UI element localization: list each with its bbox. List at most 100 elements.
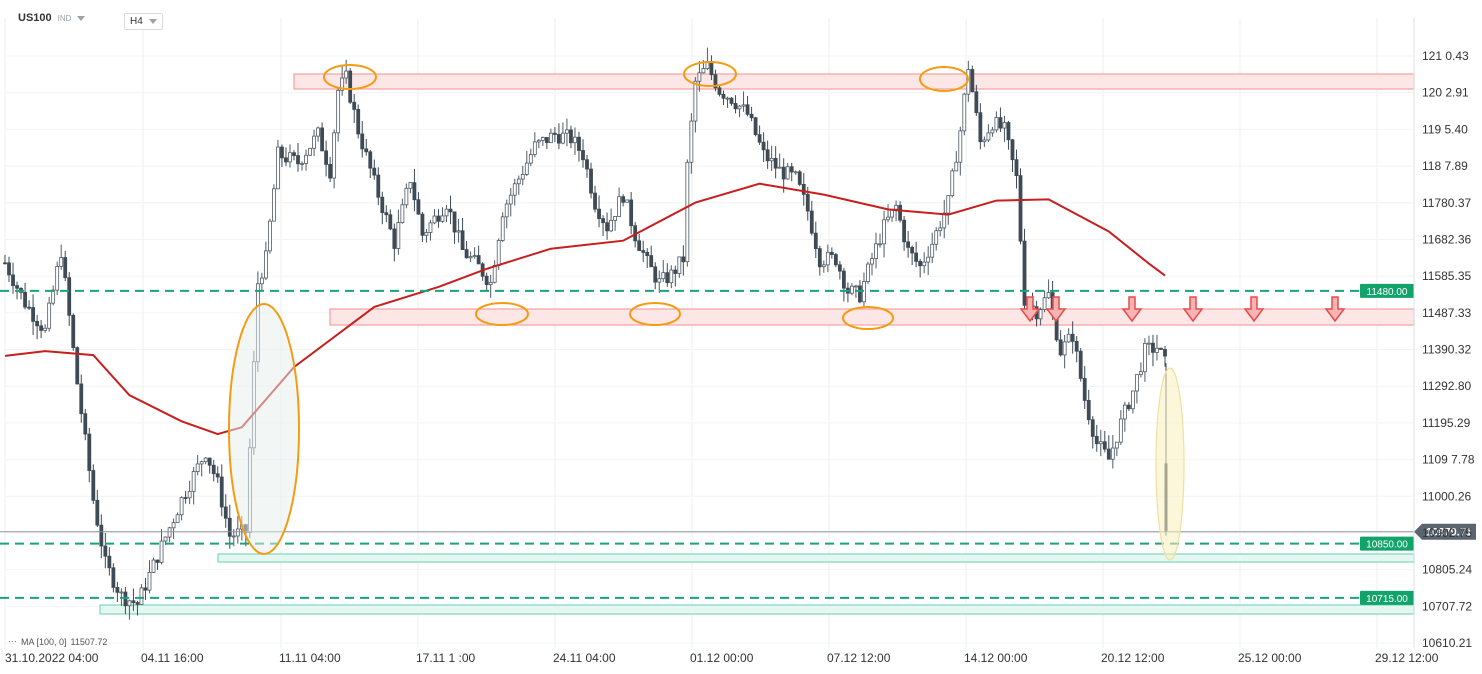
timeframe-select[interactable]: H4: [124, 13, 163, 30]
candle-body: [1118, 418, 1123, 443]
chart-settings-icon[interactable]: ⋯: [8, 636, 17, 646]
annotation-ellipse: [919, 66, 969, 92]
candle-body: [1139, 371, 1143, 376]
level-price-tag: [1360, 536, 1414, 551]
candle-body: [143, 587, 148, 591]
candle-body: [942, 212, 947, 229]
symbol-header[interactable]: US100 IND: [18, 12, 86, 24]
candle-body: [938, 227, 943, 232]
candle-body: [657, 278, 662, 283]
candle-body: [31, 307, 35, 322]
time-tick-label: 17.11 1 :00: [416, 651, 475, 665]
candle-body: [585, 159, 589, 170]
candle-body: [1135, 374, 1139, 392]
candle-body: [223, 506, 228, 519]
candle-body: [1066, 333, 1071, 343]
candle-body: [524, 162, 529, 175]
indicator-legend[interactable]: ⋯ MA [100, 0] 11507.72: [8, 636, 107, 647]
candle-body: [520, 174, 525, 180]
candle-body: [380, 196, 385, 214]
candle-body: [962, 93, 967, 132]
candle-body: [1042, 297, 1047, 310]
candle-body: [625, 199, 630, 203]
time-tick-label: 07.12 12:00: [827, 651, 891, 665]
down-arrow-icon: [1182, 296, 1204, 323]
candle-body: [300, 163, 304, 165]
candle-body: [878, 243, 882, 246]
candle-body: [617, 196, 622, 217]
candle-body: [970, 69, 975, 93]
candle-body: [452, 211, 457, 233]
candle-body: [111, 567, 116, 588]
candle-body: [155, 559, 160, 563]
candle-body: [813, 232, 818, 249]
candle-body: [476, 255, 481, 265]
candle-body: [1062, 341, 1067, 356]
candle-body: [713, 74, 718, 89]
candle-body: [99, 524, 104, 547]
price-tick-label: 119 5.40: [1422, 122, 1468, 136]
candle-body: [797, 171, 802, 185]
candle-body: [1018, 175, 1023, 242]
candle-body: [324, 150, 329, 165]
candle-body: [1086, 400, 1091, 421]
price-tick-label: 11780.37: [1422, 196, 1471, 210]
candle-body: [1046, 292, 1051, 299]
time-tick-label: 24.11 04:00: [553, 651, 616, 665]
candle-body: [292, 152, 296, 156]
candle-body: [151, 559, 156, 573]
candle-body: [697, 72, 702, 82]
candle-body: [757, 134, 762, 143]
candle-body: [396, 222, 401, 249]
candle-body: [1114, 441, 1119, 449]
candle-body: [958, 130, 963, 163]
candle-body: [187, 490, 192, 499]
candle-body: [809, 210, 814, 234]
price-tick-label: 10805.24: [1422, 563, 1472, 577]
candle-body: [974, 91, 979, 114]
symbol-type: IND: [57, 13, 72, 23]
candle-body: [837, 264, 842, 272]
candle-body: [23, 291, 27, 308]
candle-body: [35, 320, 40, 327]
candle-body: [147, 571, 152, 591]
level-price-label: 10715.00: [1366, 594, 1408, 605]
candle-body: [922, 261, 927, 267]
candle-body: [701, 68, 706, 74]
candle-body: [729, 97, 734, 104]
time-tick-label: 31.10.2022 04:00: [5, 651, 99, 665]
candle-body: [829, 251, 834, 255]
candle-body: [821, 264, 826, 268]
annotation-ellipse: [842, 306, 894, 330]
candle-body: [288, 152, 292, 163]
candle-body: [689, 120, 694, 163]
candle-body: [717, 87, 722, 95]
candle-body: [272, 188, 276, 222]
candle-body: [609, 219, 613, 232]
candle-body: [1014, 159, 1019, 177]
price-tick-label: 11390.32: [1422, 343, 1471, 357]
candle-body: [589, 168, 593, 194]
candle-body: [328, 164, 333, 179]
candle-body: [1126, 404, 1131, 410]
candle-body: [1147, 342, 1151, 345]
last-price-tag: [1414, 523, 1476, 540]
candle-body: [946, 195, 951, 214]
chevron-down-icon[interactable]: [77, 15, 86, 21]
candle-body: [392, 228, 397, 249]
candle-body: [721, 93, 726, 99]
candle-body: [376, 174, 381, 198]
candle-body: [139, 587, 144, 605]
level-price-tag: [1360, 283, 1414, 298]
candle-body: [621, 196, 626, 203]
level-price-label: 10850.00: [1366, 540, 1408, 551]
candle-body: [1143, 342, 1147, 373]
candle-body: [1102, 441, 1107, 450]
candle-body: [91, 470, 96, 501]
candle-body: [665, 272, 670, 284]
candle-body: [833, 254, 838, 266]
candle-body: [59, 257, 64, 267]
candle-body: [978, 112, 983, 143]
candle-body: [340, 77, 345, 91]
